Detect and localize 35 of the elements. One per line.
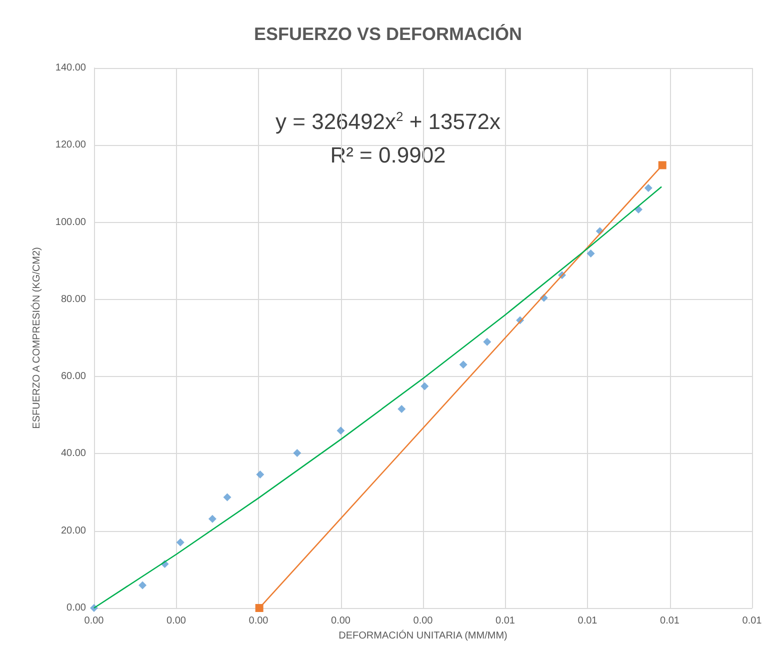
x-tick-label: 0.00 xyxy=(84,616,104,626)
y-tick-label: 80.00 xyxy=(60,294,86,305)
point xyxy=(208,514,216,523)
y-tick-label: 0.00 xyxy=(66,602,86,614)
y-tick-label: 140.00 xyxy=(55,62,86,74)
x-tick-label: 0.01 xyxy=(496,616,516,626)
point xyxy=(336,426,345,435)
y-tick-label: 60.00 xyxy=(60,371,86,382)
point xyxy=(176,538,184,546)
point xyxy=(223,493,232,502)
point xyxy=(644,184,652,192)
x-axis-title: DEFORMACIÓN UNITARIA (MM/MM) xyxy=(338,629,508,642)
point xyxy=(255,604,264,612)
x-tick-label: 0.01 xyxy=(578,616,598,626)
point xyxy=(256,470,264,479)
x-tick-label: 0.00 xyxy=(413,616,434,626)
y-axis-title: ESFUERZO A COMPRESIÓN (KG/CM2) xyxy=(30,247,42,429)
x-tick-label: 0.01 xyxy=(660,616,680,626)
x-tick-label: 0.00 xyxy=(166,616,186,626)
y-tick-label: 120.00 xyxy=(55,140,86,151)
point xyxy=(658,161,666,170)
chart-title: ESFUERZO VS DEFORMACIÓN xyxy=(254,24,522,44)
point xyxy=(293,448,302,457)
point xyxy=(586,250,595,258)
point xyxy=(420,382,429,390)
point xyxy=(459,360,468,369)
x-tick-label: 0.00 xyxy=(248,616,269,626)
x-tick-label: 0.00 xyxy=(331,616,351,626)
point xyxy=(138,581,147,590)
point xyxy=(398,404,406,413)
y-tick-label: 20.00 xyxy=(60,525,86,536)
point xyxy=(483,338,492,346)
y-tick-label: 100.00 xyxy=(55,216,86,228)
y-tick-label: 40.00 xyxy=(60,448,86,460)
x-tick-label: 0.01 xyxy=(742,616,762,626)
